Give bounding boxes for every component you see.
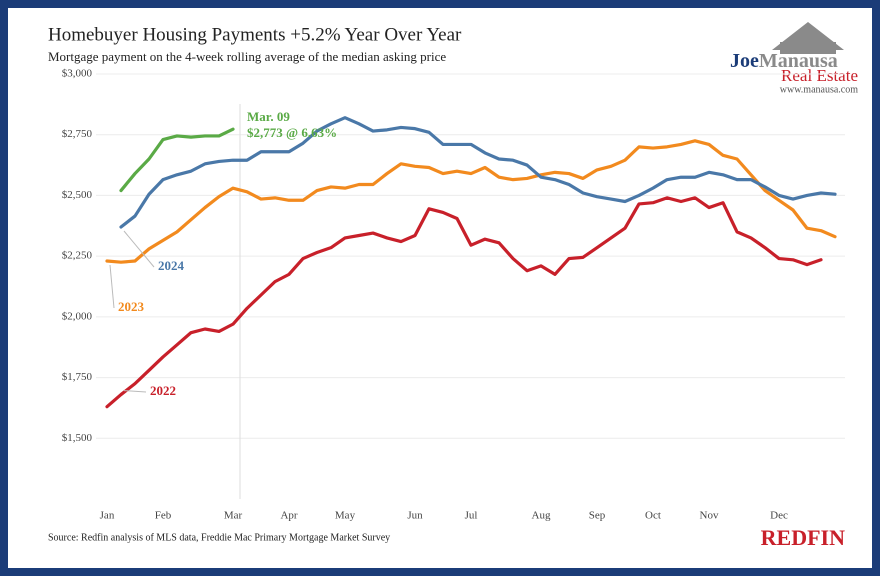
redfin-logo: REDFIN bbox=[761, 525, 845, 550]
logo-house bbox=[780, 42, 836, 54]
x-tick-label: Oct bbox=[645, 510, 661, 522]
label-leader bbox=[109, 264, 115, 309]
y-tick-label: $2,750 bbox=[62, 128, 93, 140]
label-leader bbox=[123, 230, 155, 268]
chart-title: Homebuyer Housing Payments +5.2% Year Ov… bbox=[48, 24, 462, 45]
y-tick-label: $1,750 bbox=[62, 371, 93, 383]
y-tick-label: $2,500 bbox=[62, 189, 93, 201]
annotation: Mar. 09 bbox=[247, 109, 290, 124]
logo-sub: Real Estate bbox=[781, 66, 858, 85]
series-label: 2023 bbox=[118, 299, 145, 314]
logo-name: JoeManausa bbox=[730, 50, 838, 72]
x-tick-label: Jan bbox=[100, 510, 115, 522]
series-line bbox=[105, 139, 837, 264]
logo: JoeManausa Real Estate www.manausa.com bbox=[730, 22, 858, 95]
series-line bbox=[119, 127, 235, 193]
x-tick-label: May bbox=[335, 510, 356, 522]
series-label: 2024 bbox=[158, 258, 185, 273]
annotation: $2,773 @ 6.63% bbox=[247, 125, 337, 140]
y-tick-label: $1,500 bbox=[62, 432, 93, 444]
y-tick-label: $2,000 bbox=[62, 310, 93, 322]
logo-name-last: Manausa bbox=[759, 50, 838, 72]
label-leader bbox=[123, 390, 147, 393]
x-tick-label: Dec bbox=[770, 510, 788, 522]
panel bbox=[8, 8, 872, 568]
x-tick-label: Mar bbox=[224, 510, 243, 522]
x-tick-label: Apr bbox=[280, 510, 297, 522]
x-tick-label: Aug bbox=[532, 510, 551, 522]
chart-subtitle: Mortgage payment on the 4-week rolling a… bbox=[48, 49, 446, 64]
y-tick-label: $3,000 bbox=[62, 68, 93, 80]
x-tick-label: Sep bbox=[589, 510, 606, 522]
x-tick-label: Nov bbox=[700, 510, 719, 522]
y-tick-label: $2,250 bbox=[62, 250, 93, 262]
logo-name-first: Joe bbox=[730, 50, 759, 72]
x-tick-label: Jun bbox=[407, 510, 423, 522]
series-label: 2022 bbox=[150, 383, 176, 398]
logo-url: www.manausa.com bbox=[780, 84, 858, 95]
series-line bbox=[119, 116, 837, 229]
series-line bbox=[105, 196, 823, 409]
source: Source: Redfin analysis of MLS data, Fre… bbox=[48, 532, 390, 543]
x-tick-label: Jul bbox=[465, 510, 478, 522]
x-tick-label: Feb bbox=[155, 510, 172, 522]
